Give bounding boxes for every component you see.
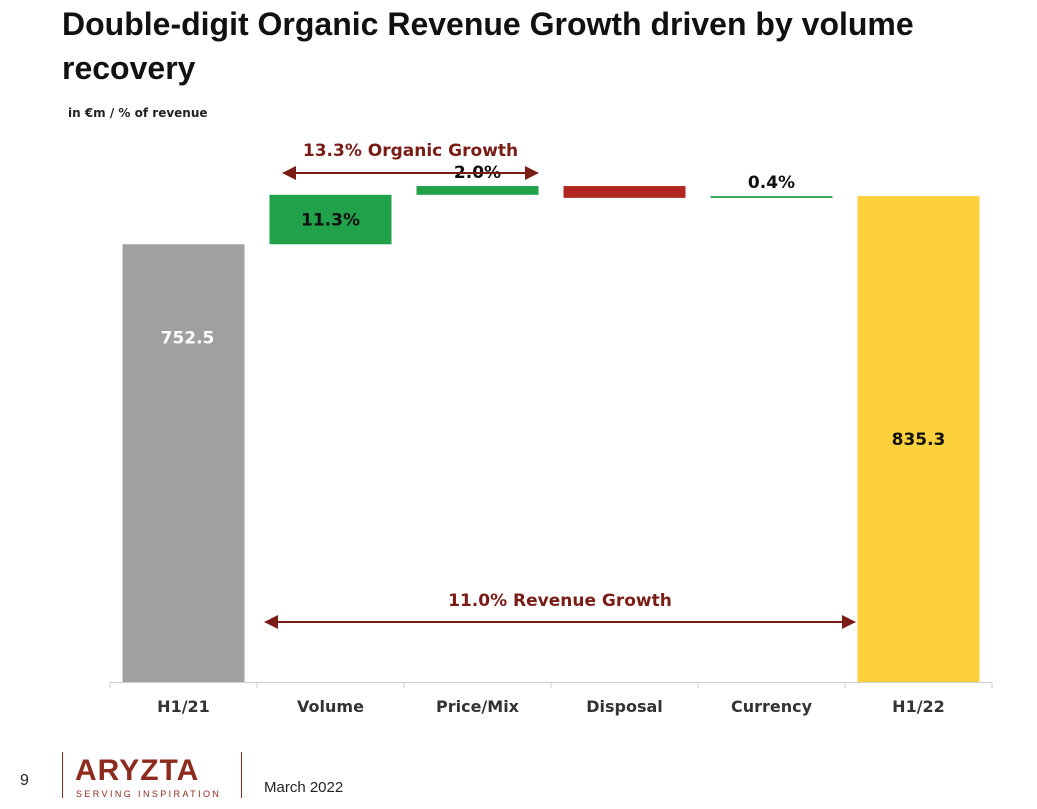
waterfall-chart: H1/21 Volume Price/Mix Disposal Currency H1/2… [109, 141, 993, 716]
page-number: 9 [20, 772, 29, 789]
bar-price-mix [416, 186, 539, 195]
data-label: 11.3% [301, 211, 360, 231]
bar-h1-21 [122, 244, 245, 682]
x-tick-label: Volume [297, 697, 364, 716]
footer-divider-right [241, 752, 242, 798]
footer-divider-left [62, 752, 63, 798]
x-tick-label: Price/Mix [436, 697, 520, 716]
company-logo: ARYZTA [75, 754, 200, 787]
x-tick-label: Disposal [586, 697, 663, 716]
bar-volume [269, 194, 392, 245]
data-label: 752.5 [161, 328, 215, 348]
chart-subtitle: in €m / % of revenue [68, 106, 208, 120]
data-label: 835.3 [892, 430, 946, 450]
bar-disposal [563, 186, 686, 198]
bar-h1-22 [857, 196, 980, 682]
data-label: (2.7%) [593, 163, 656, 183]
x-tick-label: H1/22 [892, 697, 945, 716]
data-label: 0.4% [748, 173, 795, 193]
logo-tagline: SERVING INSPIRATION [76, 789, 222, 799]
x-tick-label: Currency [731, 697, 813, 716]
annotation-label: 13.3% Organic Growth [303, 141, 518, 161]
footer-date: March 2022 [264, 779, 344, 796]
annotation-label: 11.0% Revenue Growth [448, 591, 672, 611]
x-tick-label: H1/21 [157, 697, 210, 716]
bar-currency [710, 196, 833, 198]
slide-title: Double-digit Organic Revenue Growth driv… [62, 6, 914, 86]
